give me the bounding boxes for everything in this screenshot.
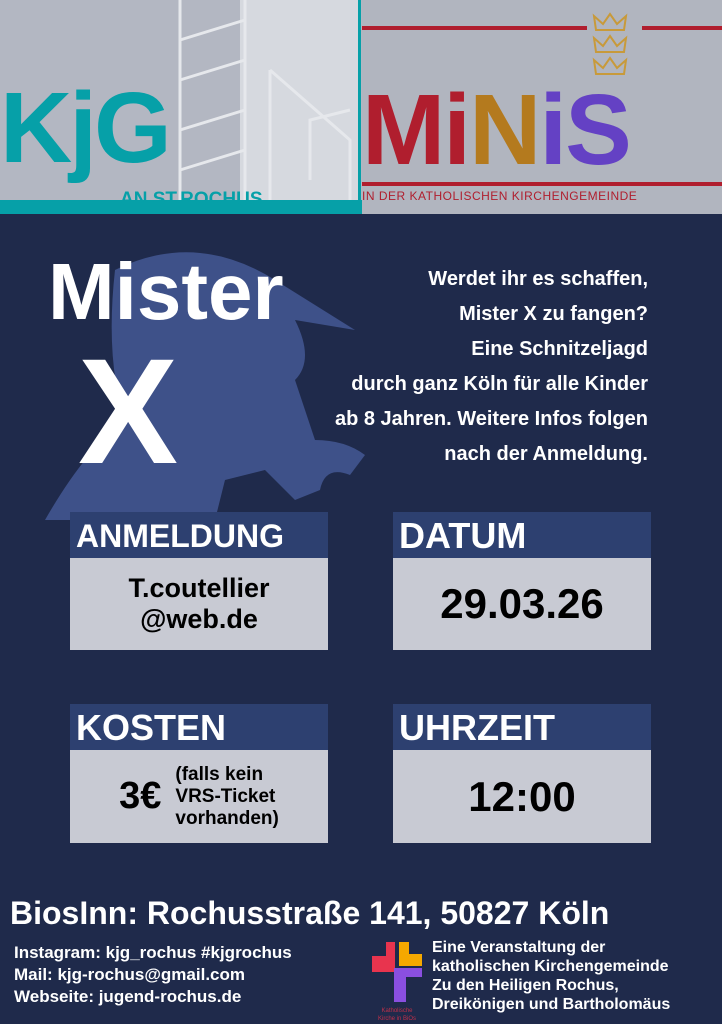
kjg-logo-text: KjG	[0, 72, 172, 184]
uhrzeit-box: UHRZEIT 12:00	[393, 704, 651, 843]
box-header: DATUM	[393, 512, 651, 558]
detective-silhouette	[45, 252, 365, 520]
contact-info: Instagram: kjg_rochus #kjgrochus Mail: k…	[14, 942, 292, 1008]
date-value: 29.03.26	[393, 558, 651, 650]
crown-icon	[592, 12, 628, 75]
address: BiosInn: Rochusstraße 141, 50827 Köln	[10, 895, 610, 931]
kjg-logo-subtitle: AN ST.ROCHUS	[120, 189, 263, 210]
instagram: Instagram: kjg_rochus #kjgrochus	[14, 943, 292, 962]
email-line1: T.coutellier	[128, 573, 270, 603]
time-value: 12:00	[393, 750, 651, 843]
email-line2: @web.de	[140, 604, 258, 634]
website: Webseite: jugend-rochus.de	[14, 987, 242, 1006]
cost-note: (falls kein VRS-Ticket vorhanden)	[175, 763, 279, 829]
kjg-logo-banner: KjG AN ST.ROCHUS	[0, 0, 362, 214]
bios-cross-logo: Katholische Kirche in BiOs	[372, 942, 422, 1022]
minis-logo-text: MiNiS	[362, 74, 632, 186]
kosten-box: KOSTEN 3€ (falls kein VRS-Ticket vorhand…	[70, 704, 328, 843]
church-outline	[178, 0, 352, 200]
box-header: KOSTEN	[70, 704, 328, 750]
intro-text: Werdet ihr es schaffen, Mister X zu fang…	[334, 268, 648, 465]
title-x: X	[78, 327, 179, 495]
organizer-info: Eine Veranstaltung der katholischen Kirc…	[432, 939, 671, 1013]
minis-logo-subtitle: IN DER KATHOLISCHEN KIRCHENGEMEINDE	[362, 189, 638, 203]
anmeldung-box: ANMELDUNG T.coutellier @web.de	[70, 512, 328, 650]
box-header: ANMELDUNG	[70, 512, 328, 558]
svg-text:Kirche in BiOs: Kirche in BiOs	[378, 1016, 416, 1022]
cost-value: 3€	[119, 775, 162, 817]
datum-box: DATUM 29.03.26	[393, 512, 651, 650]
mail: Mail: kjg-rochus@gmail.com	[14, 965, 246, 984]
box-header: UHRZEIT	[393, 704, 651, 750]
svg-text:Katholische: Katholische	[381, 1008, 413, 1014]
title-mister: Mister	[48, 247, 284, 336]
minis-logo-banner: MiNiS IN DER KATHOLISCHEN KIRCHENGEMEIND…	[362, 0, 722, 214]
